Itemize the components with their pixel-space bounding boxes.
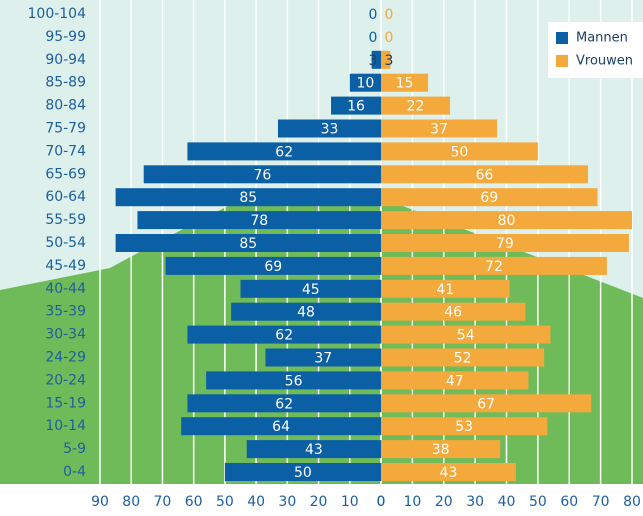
y-tick-label: 60-64 [45,189,86,205]
y-tick-label: 20-24 [45,372,86,388]
legend-swatch [556,55,568,67]
y-tick-label: 15-19 [45,395,86,411]
y-tick-label: 85-89 [45,75,86,91]
value-label: 10 [356,76,374,92]
x-tick-label: 70 [154,494,172,510]
legend-label: Mannen [576,31,628,46]
y-tick-label: 65-69 [45,166,86,182]
value-label: 64 [272,419,290,435]
x-tick-label: 50 [529,494,547,510]
y-tick-label: 70-74 [45,143,86,159]
value-label: 46 [444,305,462,321]
value-label: 50 [294,465,312,481]
y-tick-label: 55-59 [45,212,86,228]
value-label: 79 [496,236,514,252]
y-tick-label: 90-94 [45,52,86,68]
y-tick-label: 5-9 [63,441,86,457]
value-label: 43 [305,442,323,458]
value-label: 37 [314,351,332,367]
value-label: 76 [253,167,271,183]
value-label: 69 [264,259,282,275]
x-tick-label: 70 [592,494,610,510]
value-label: 85 [239,236,257,252]
y-tick-label: 0-4 [63,464,86,480]
value-label: 45 [302,282,320,298]
value-label: 62 [275,396,293,412]
value-label: 3 [369,53,378,69]
x-tick-label: 10 [341,494,359,510]
value-label: 15 [396,76,414,92]
value-label: 41 [436,282,454,298]
value-label: 37 [430,122,448,138]
x-tick-label: 20 [310,494,328,510]
x-tick-label: 60 [560,494,578,510]
x-tick-label: 50 [216,494,234,510]
value-label: 50 [451,144,469,160]
x-tick-label: 30 [278,494,296,510]
x-tick-label: 20 [435,494,453,510]
x-tick-label: 80 [122,494,140,510]
legend-swatch [556,32,568,44]
y-tick-label: 40-44 [45,281,86,297]
y-tick-label: 95-99 [45,29,86,45]
x-tick-label: 80 [623,494,641,510]
value-label: 66 [476,167,494,183]
value-label: 47 [446,373,464,389]
value-label: 0 [369,7,378,23]
y-tick-label: 10-14 [45,418,86,434]
x-tick-label: 60 [185,494,203,510]
value-label: 22 [407,99,425,115]
y-tick-label: 35-39 [45,304,86,320]
value-label: 3 [385,53,394,69]
value-label: 67 [477,396,495,412]
value-label: 78 [250,213,268,229]
value-label: 85 [239,190,257,206]
value-label: 38 [432,442,450,458]
y-tick-label: 24-29 [45,350,86,366]
value-label: 16 [347,99,365,115]
y-tick-label: 50-54 [45,235,86,251]
value-label: 0 [385,7,394,23]
value-label: 62 [275,144,293,160]
y-tick-label: 100-104 [28,6,87,22]
value-label: 48 [297,305,315,321]
value-label: 80 [498,213,516,229]
value-label: 56 [285,373,303,389]
value-label: 54 [457,328,475,344]
x-tick-label: 10 [403,494,421,510]
chart: 0031016336276857885694548623756626443500… [0,0,643,516]
x-tick-label: 0 [377,494,386,510]
value-label: 43 [440,465,458,481]
value-label: 53 [455,419,473,435]
value-label: 33 [321,122,339,138]
value-label: 0 [369,30,378,46]
value-label: 69 [480,190,498,206]
legend-label: Vrouwen [576,54,633,69]
y-tick-label: 75-79 [45,121,86,137]
x-tick-label: 40 [498,494,516,510]
y-tick-label: 45-49 [45,258,86,274]
x-tick-label: 30 [466,494,484,510]
value-label: 52 [454,351,472,367]
value-label: 72 [485,259,503,275]
y-tick-label: 80-84 [45,98,86,114]
value-label: 0 [385,30,394,46]
y-tick-label: 30-34 [45,327,86,343]
value-label: 62 [275,328,293,344]
x-tick-label: 40 [247,494,265,510]
x-tick-label: 90 [91,494,109,510]
